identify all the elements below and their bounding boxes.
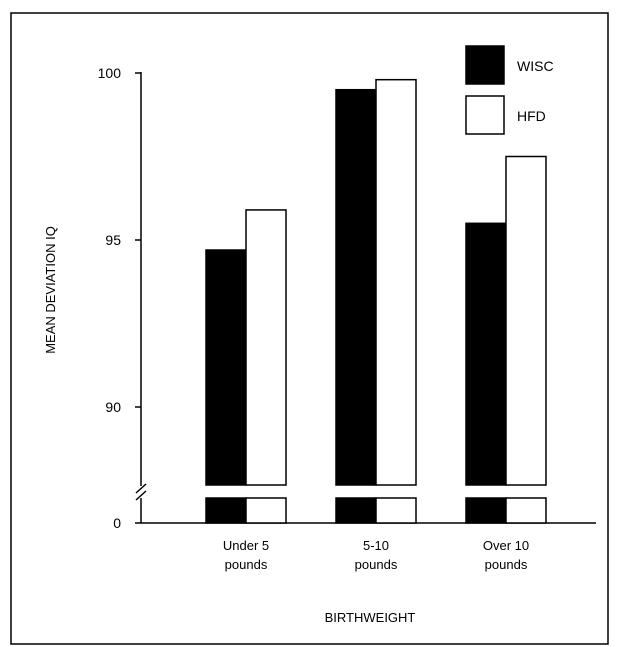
axis-break-bottom bbox=[135, 490, 147, 501]
category-label: Over 10 bbox=[483, 538, 529, 553]
bar-hfd-1 bbox=[375, 78, 417, 486]
legend-swatch-wisc bbox=[465, 45, 505, 85]
y-ticks: 100 95 90 bbox=[98, 65, 141, 415]
axis-break-top bbox=[135, 483, 147, 494]
category-label: pounds bbox=[485, 557, 528, 572]
y-tick-label-zero: 0 bbox=[113, 515, 121, 531]
y-tick-label: 90 bbox=[105, 399, 121, 415]
category-label: pounds bbox=[225, 557, 268, 572]
bar-wisc-2 bbox=[465, 222, 507, 486]
legend-label-hfd: HFD bbox=[517, 108, 546, 124]
category-label: Under 5 bbox=[223, 538, 269, 553]
x-axis-label: BIRTHWEIGHT bbox=[325, 610, 416, 625]
y-tick-label: 100 bbox=[98, 65, 122, 81]
bar-stub-hfd-1 bbox=[375, 497, 417, 524]
chart-frame bbox=[10, 12, 609, 645]
bar-stub-hfd-0 bbox=[245, 497, 287, 524]
bar-wisc-0 bbox=[205, 249, 247, 486]
bar-wisc-1 bbox=[335, 88, 377, 486]
category-labels: Under 5 pounds 5-10 pounds Over 10 pounds bbox=[223, 538, 529, 572]
category-label: 5-10 bbox=[363, 538, 389, 553]
bar-stub-hfd-2 bbox=[505, 497, 547, 524]
legend-label-wisc: WISC bbox=[517, 58, 554, 74]
legend-swatch-hfd bbox=[465, 95, 505, 135]
bars bbox=[205, 78, 547, 524]
bar-stub-wisc-1 bbox=[335, 497, 377, 524]
bar-hfd-0 bbox=[245, 209, 287, 486]
category-label: pounds bbox=[355, 557, 398, 572]
legend: WISC HFD bbox=[465, 45, 554, 135]
bar-stub-wisc-0 bbox=[205, 497, 247, 524]
y-tick-label: 95 bbox=[105, 232, 121, 248]
bar-stub-wisc-2 bbox=[465, 497, 507, 524]
y-axis-label: MEAN DEVIATION IQ bbox=[43, 226, 58, 354]
bar-hfd-2 bbox=[505, 155, 547, 486]
